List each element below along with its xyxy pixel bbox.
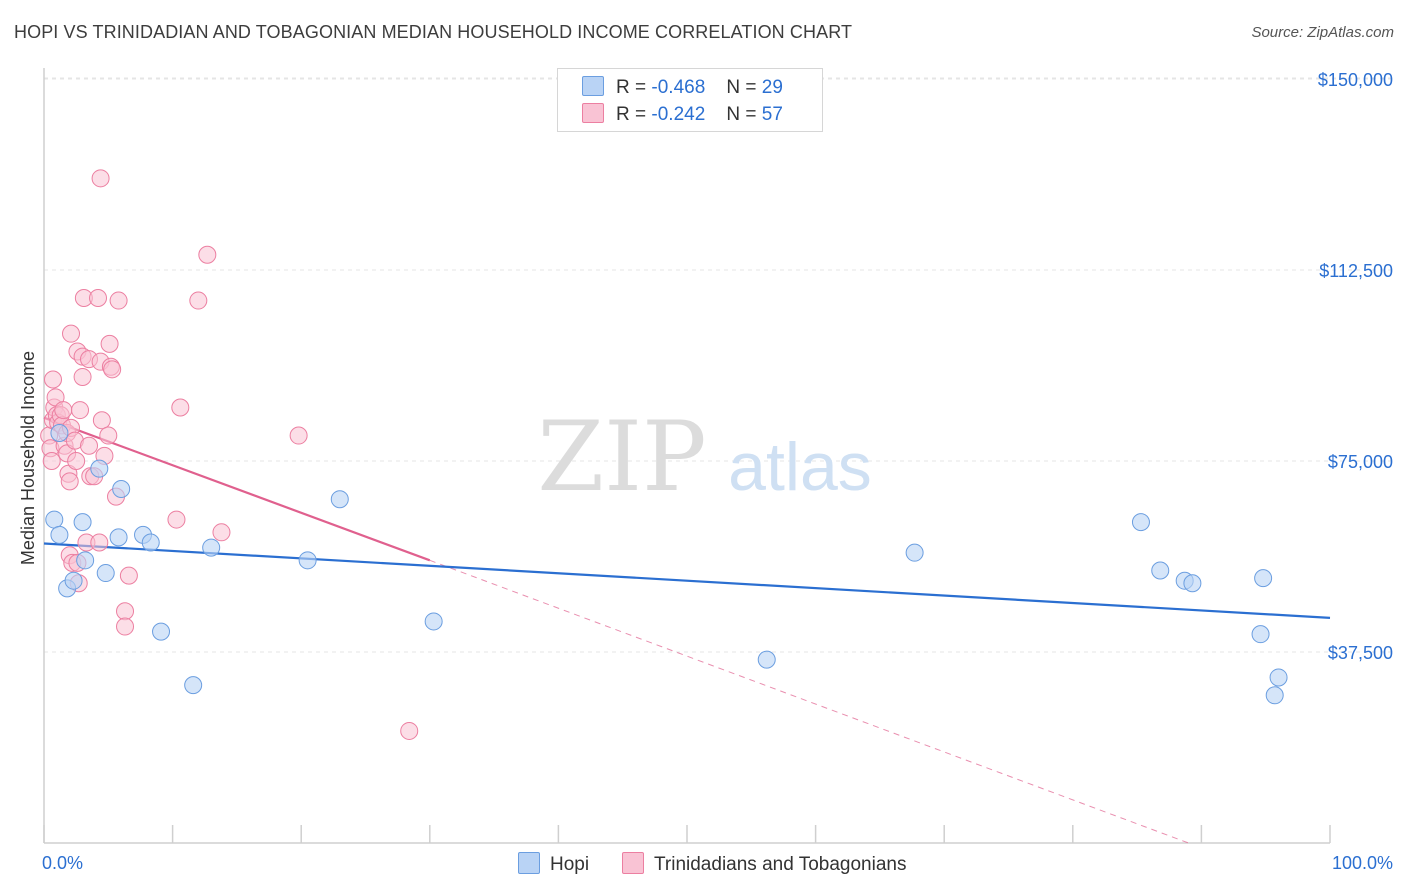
hopi-point — [64, 571, 83, 590]
watermark-zip: ZIP — [537, 401, 706, 513]
hopi-point — [202, 538, 221, 557]
trin-point — [73, 367, 92, 386]
trin-r-label: R = — [616, 104, 647, 125]
y-axis-label: Median Household Income — [18, 351, 38, 565]
hopi-point — [184, 676, 203, 695]
legend-item-trin: Trinidadians and Tobagonians — [622, 852, 906, 876]
source-label: Source: ZipAtlas.com — [1251, 24, 1394, 41]
hopi-point — [109, 528, 128, 547]
trin-swatch — [582, 103, 604, 123]
trin-point — [42, 452, 61, 470]
hopi-point — [298, 551, 317, 570]
trin-point — [67, 452, 86, 470]
legend-row-hopi: R = -0.468 N = 29 — [582, 76, 783, 99]
trin-r-value: -0.242 — [651, 104, 706, 125]
hopi-point — [424, 612, 443, 631]
y-tick-label: $75,000 — [1328, 452, 1393, 472]
hopi-point — [76, 551, 95, 570]
trin-point — [60, 472, 79, 491]
hopi-point — [1131, 513, 1150, 532]
trin-point — [62, 324, 81, 343]
trin-point — [80, 436, 99, 455]
hopi-point — [1269, 668, 1288, 687]
trin-point — [92, 411, 111, 430]
hopi-legend-label: Hopi — [550, 854, 590, 875]
hopi-n-value: 29 — [761, 77, 783, 98]
trin-n-value: 57 — [761, 104, 783, 125]
hopi-point — [73, 513, 92, 532]
hopi-point — [152, 622, 171, 641]
chart-title: HOPI VS TRINIDADIAN AND TOBAGONIAN MEDIA… — [14, 22, 853, 42]
trin-point — [400, 721, 419, 740]
hopi-point — [330, 490, 349, 509]
hopi-point — [112, 480, 131, 499]
gridlines — [44, 77, 1392, 653]
hopi-n-label: N = — [726, 77, 757, 98]
trin-point — [89, 289, 108, 308]
stats-legend: R = -0.468 N = 29 R = -0.242 N = 57 — [557, 68, 823, 132]
x-tick-label-min: 0.0% — [42, 853, 83, 873]
hopi-point — [96, 564, 115, 583]
data-points — [40, 169, 1288, 740]
trin-point — [171, 398, 190, 417]
trin-point — [44, 370, 63, 389]
hopi-point — [90, 459, 109, 478]
y-tick-label: $112,500 — [1319, 261, 1393, 281]
trin-point — [119, 566, 138, 585]
hopi-trend-line — [43, 542, 1331, 619]
trin-point — [90, 533, 109, 552]
watermark: ZIP atlas — [537, 401, 871, 513]
trin-point — [103, 360, 122, 379]
trin-point — [167, 510, 186, 529]
trin-legend-label: Trinidadians and Tobagonians — [654, 854, 907, 875]
axes — [43, 68, 1331, 844]
y-tick-label: $37,500 — [1328, 643, 1393, 663]
trin-point — [289, 426, 308, 445]
hopi-point — [1254, 569, 1273, 588]
hopi-point — [905, 543, 924, 562]
trin-point — [109, 291, 128, 310]
trin-point — [71, 401, 90, 420]
hopi-point — [1265, 686, 1284, 705]
x-tick-label-max: 100.0% — [1332, 853, 1393, 873]
trin-point — [116, 617, 135, 636]
legend-item-hopi: Hopi — [518, 852, 589, 876]
trin-point — [100, 334, 119, 353]
trin-point — [91, 169, 110, 188]
trin-point — [116, 602, 135, 621]
trin-legend-swatch — [622, 852, 644, 874]
watermark-atlas: atlas — [728, 429, 872, 505]
hopi-point — [757, 650, 776, 669]
hopi-point — [45, 510, 64, 529]
trin-point — [99, 426, 118, 445]
trin-point — [54, 401, 73, 420]
hopi-legend-swatch — [518, 852, 540, 874]
hopi-point — [50, 525, 69, 544]
trin-point — [189, 291, 208, 310]
hopi-r-label: R = — [616, 77, 647, 98]
trin-trend-extrapolated — [429, 559, 1189, 844]
y-tick-label: $150,000 — [1318, 70, 1393, 90]
hopi-swatch — [582, 76, 604, 96]
trin-point — [212, 523, 231, 542]
hopi-point — [1183, 574, 1202, 593]
hopi-point — [50, 423, 69, 442]
hopi-point — [1151, 561, 1170, 580]
legend-row-trin: R = -0.242 N = 57 — [582, 103, 783, 126]
hopi-point — [141, 533, 160, 552]
hopi-r-value: -0.468 — [651, 77, 706, 98]
axis-labels: $37,500 $75,000 $112,500 $150,000 0.0% 100.0%… — [18, 70, 1393, 873]
trin-n-label: N = — [726, 104, 757, 125]
trin-point — [198, 245, 217, 264]
hopi-point — [1251, 625, 1270, 644]
